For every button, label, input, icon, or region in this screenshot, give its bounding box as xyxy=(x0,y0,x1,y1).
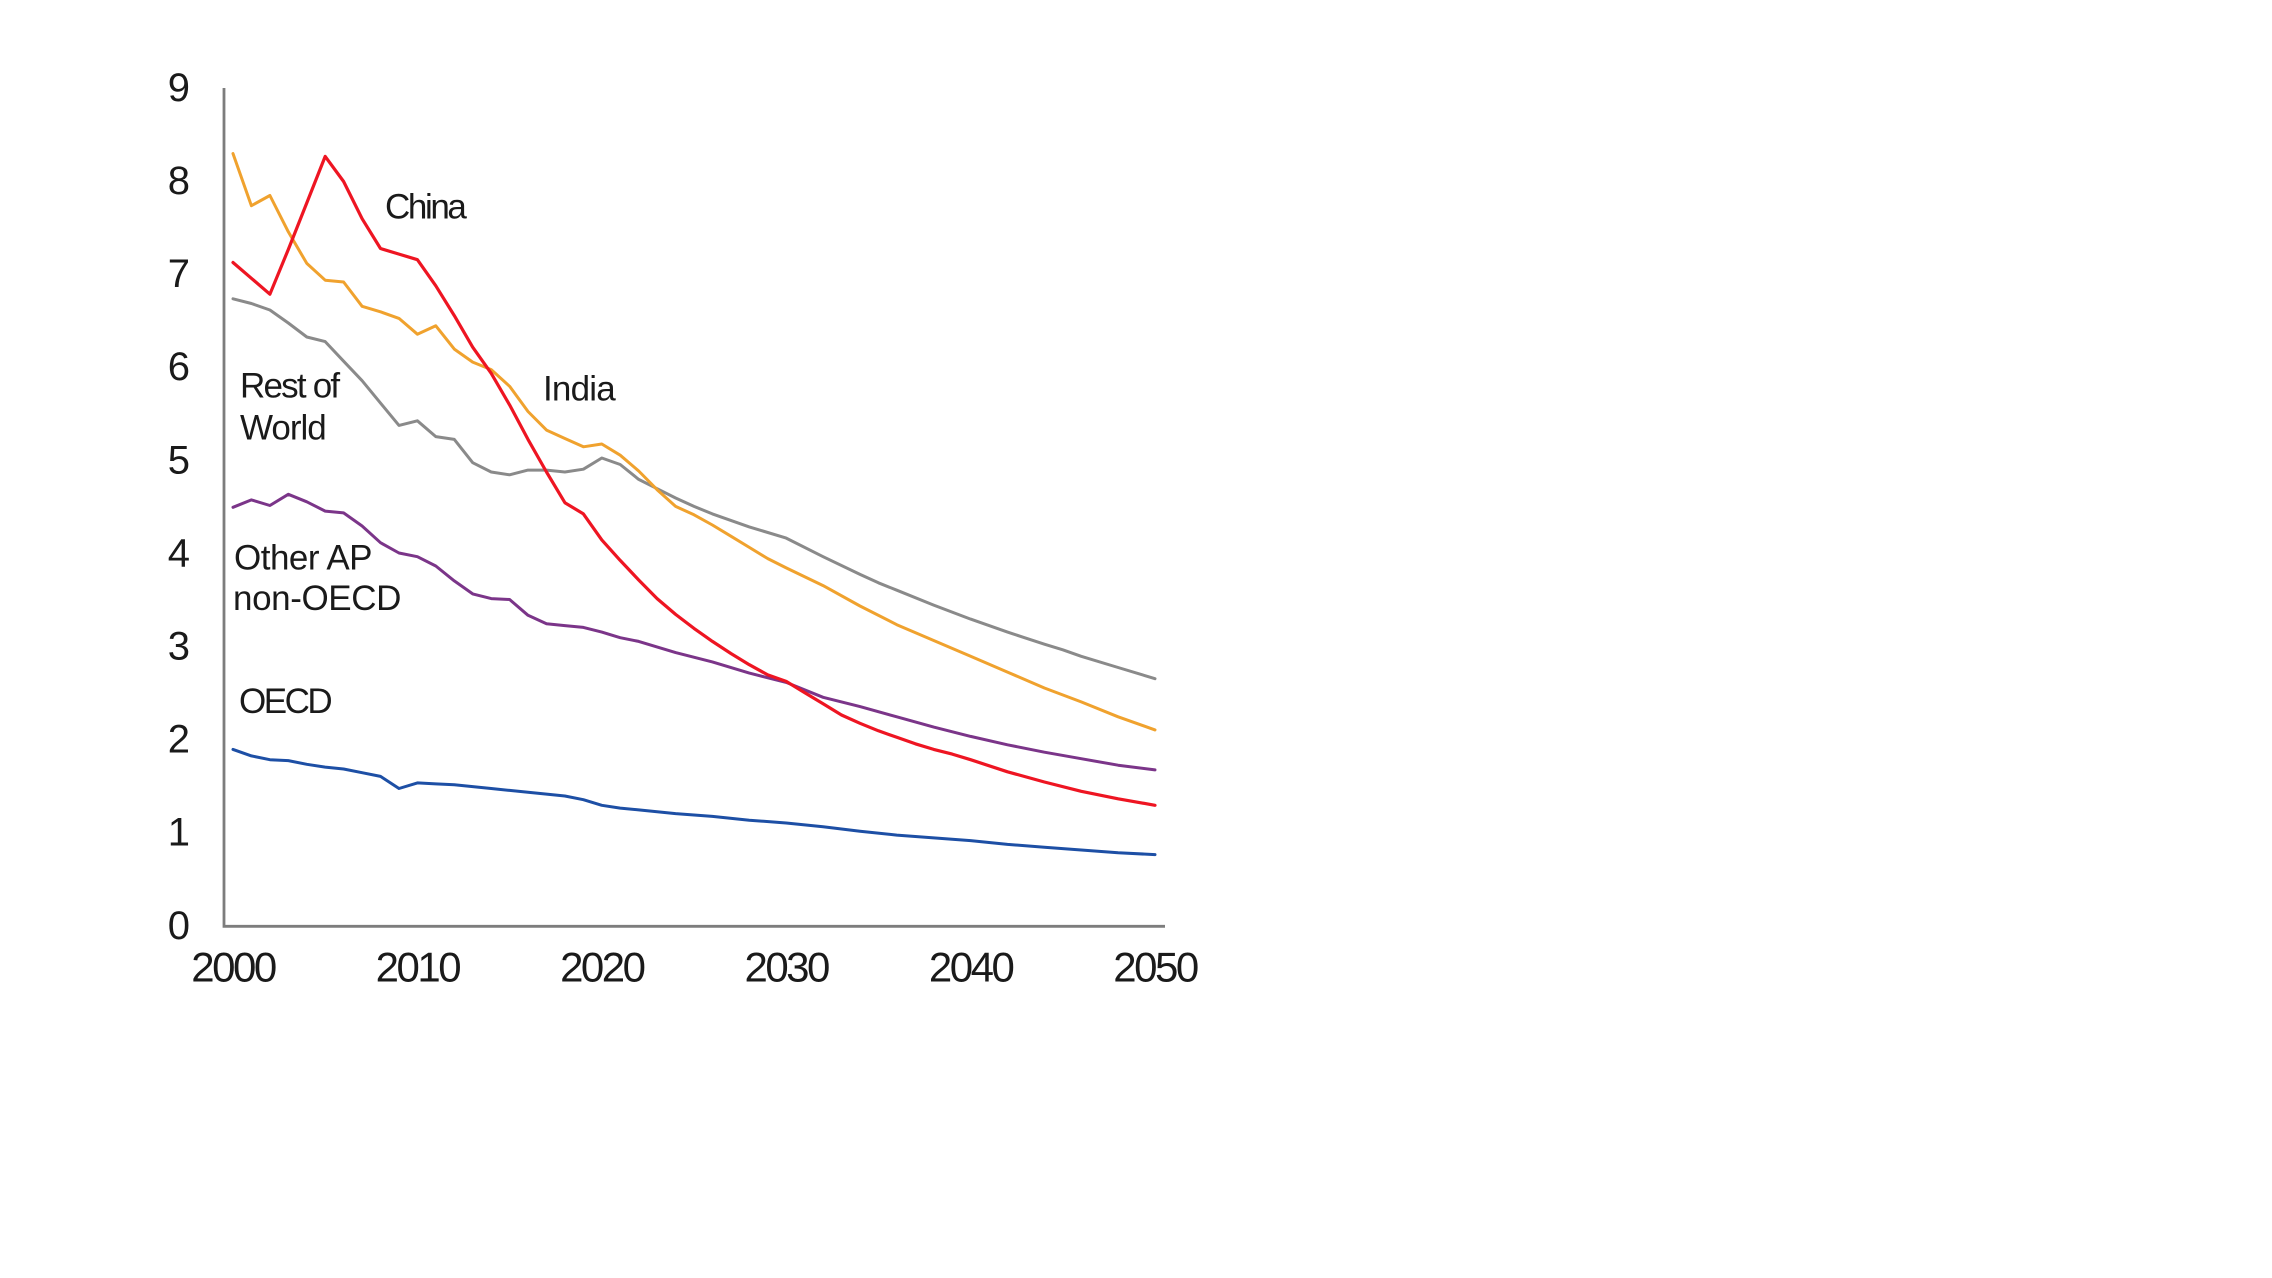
svg-text:1: 1 xyxy=(168,811,189,855)
svg-text:3: 3 xyxy=(168,625,189,669)
svg-text:non-OECD: non-OECD xyxy=(233,579,401,618)
svg-text:2030: 2030 xyxy=(744,944,829,991)
svg-text:0: 0 xyxy=(168,904,189,948)
svg-text:8: 8 xyxy=(168,159,189,203)
svg-text:Other AP: Other AP xyxy=(234,539,372,578)
svg-text:6: 6 xyxy=(168,345,189,389)
svg-text:India: India xyxy=(543,370,616,409)
svg-text:2010: 2010 xyxy=(376,944,461,991)
svg-text:2050: 2050 xyxy=(1113,944,1198,991)
svg-text:Rest of: Rest of xyxy=(240,367,340,406)
svg-text:7: 7 xyxy=(168,252,189,296)
svg-text:2: 2 xyxy=(168,718,189,762)
svg-text:2000: 2000 xyxy=(191,944,276,991)
svg-text:4: 4 xyxy=(168,531,190,575)
svg-text:5: 5 xyxy=(168,438,189,482)
svg-text:2040: 2040 xyxy=(929,944,1014,991)
svg-text:2020: 2020 xyxy=(560,944,645,991)
svg-text:China: China xyxy=(385,188,467,227)
svg-text:OECD: OECD xyxy=(239,682,331,721)
svg-text:9: 9 xyxy=(168,66,189,110)
svg-text:World: World xyxy=(240,408,326,447)
